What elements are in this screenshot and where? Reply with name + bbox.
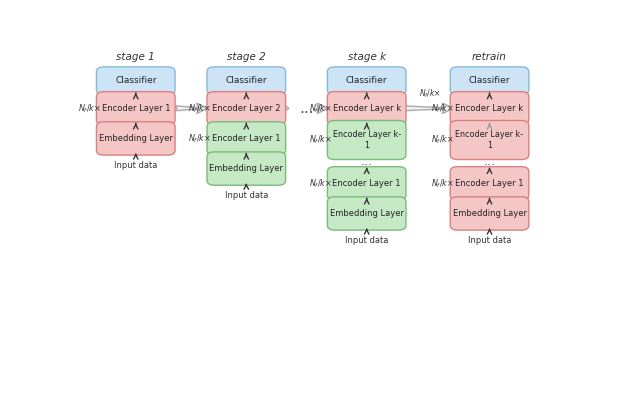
Text: $N_f/k{\times}$: $N_f/k{\times}$ (188, 132, 211, 145)
FancyBboxPatch shape (327, 91, 406, 125)
Text: Input data: Input data (224, 192, 268, 200)
FancyBboxPatch shape (207, 67, 285, 95)
Text: Encoder Layer k: Encoder Layer k (455, 104, 524, 113)
FancyBboxPatch shape (327, 120, 406, 159)
Text: $N_f/k{\times}$: $N_f/k{\times}$ (432, 134, 455, 146)
Text: Input data: Input data (468, 236, 511, 245)
Text: ...: ... (361, 154, 373, 168)
FancyBboxPatch shape (450, 91, 529, 125)
Text: $N_f/k{\times}$: $N_f/k{\times}$ (188, 102, 211, 115)
Text: Classifier: Classifier (226, 76, 267, 85)
Text: Embedding Layer: Embedding Layer (330, 209, 404, 218)
Text: stage 1: stage 1 (117, 52, 155, 62)
FancyBboxPatch shape (207, 152, 285, 185)
Text: ...: ... (484, 154, 496, 168)
FancyBboxPatch shape (207, 91, 285, 125)
Text: Classifier: Classifier (115, 76, 157, 85)
Text: $N_f/k{\times}$: $N_f/k{\times}$ (309, 134, 332, 146)
Text: Classifier: Classifier (469, 76, 510, 85)
Text: Embedding Layer: Embedding Layer (453, 209, 526, 218)
FancyBboxPatch shape (327, 167, 406, 200)
Text: Encoder Layer 1: Encoder Layer 1 (101, 104, 170, 113)
Text: Classifier: Classifier (346, 76, 387, 85)
Text: Embedding Layer: Embedding Layer (209, 164, 283, 173)
Text: stage 2: stage 2 (227, 52, 266, 62)
Text: Encoder Layer 1: Encoder Layer 1 (455, 179, 524, 188)
Text: Encoder Layer 1: Encoder Layer 1 (212, 134, 281, 143)
Text: Embedding Layer: Embedding Layer (99, 134, 172, 143)
Text: Encoder Layer 2: Encoder Layer 2 (212, 104, 281, 113)
Text: $N_f/k{\times}$: $N_f/k{\times}$ (309, 177, 332, 190)
FancyBboxPatch shape (450, 197, 529, 230)
FancyBboxPatch shape (207, 122, 285, 155)
Text: $N_f/k{\times}$: $N_f/k{\times}$ (78, 102, 101, 115)
Text: Input data: Input data (345, 236, 389, 245)
FancyBboxPatch shape (96, 91, 175, 125)
Text: $N_f/k{\times}$: $N_f/k{\times}$ (432, 177, 455, 190)
Text: $N_f/k{\times}$: $N_f/k{\times}$ (420, 88, 442, 101)
Text: $N_f/k{\times}$: $N_f/k{\times}$ (309, 102, 332, 115)
Text: Encoder Layer k: Encoder Layer k (333, 104, 401, 113)
Text: stage k: stage k (347, 52, 385, 62)
FancyBboxPatch shape (327, 197, 406, 230)
Text: ...: ... (299, 101, 314, 116)
Text: Encoder Layer 1: Encoder Layer 1 (332, 179, 401, 188)
FancyBboxPatch shape (96, 122, 175, 155)
FancyBboxPatch shape (450, 167, 529, 200)
Text: Encoder Layer k-
1: Encoder Layer k- 1 (455, 130, 524, 150)
Text: Encoder Layer k-
1: Encoder Layer k- 1 (333, 130, 401, 150)
FancyBboxPatch shape (450, 67, 529, 95)
Text: retrain: retrain (472, 52, 507, 62)
FancyBboxPatch shape (450, 120, 529, 159)
Text: Input data: Input data (114, 161, 157, 170)
Text: $N_f/k{\times}$: $N_f/k{\times}$ (432, 102, 455, 115)
FancyBboxPatch shape (327, 67, 406, 95)
FancyBboxPatch shape (96, 67, 175, 95)
